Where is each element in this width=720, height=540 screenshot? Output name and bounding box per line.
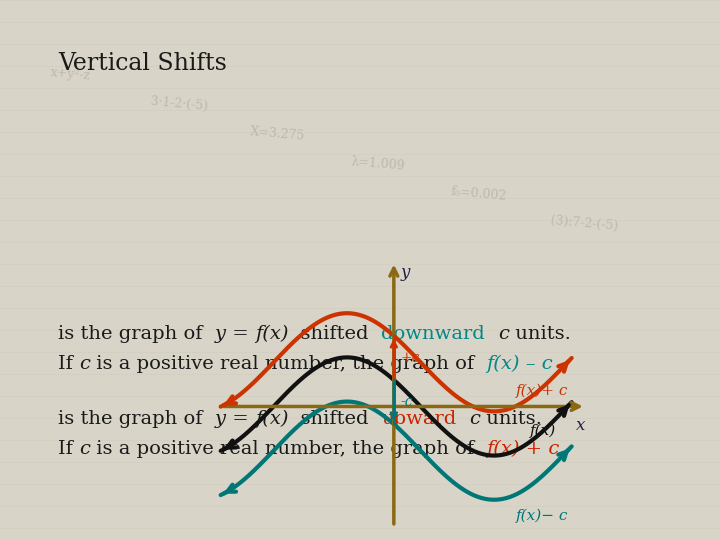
Text: c: c	[79, 440, 90, 458]
Text: X=3.275: X=3.275	[250, 125, 306, 143]
Text: f(x): f(x)	[255, 410, 289, 428]
Text: f(x)+ c: f(x)+ c	[516, 384, 568, 399]
Text: units.: units.	[480, 410, 542, 428]
Text: f(x): f(x)	[530, 424, 556, 438]
Text: 3·1-2·(-5): 3·1-2·(-5)	[150, 95, 209, 113]
Text: c: c	[469, 410, 480, 428]
Text: x: x	[576, 417, 586, 434]
Text: y: y	[215, 410, 226, 428]
Text: Vertical Shifts: Vertical Shifts	[58, 52, 227, 75]
Text: =: =	[226, 325, 255, 343]
Text: f(x): f(x)	[255, 325, 289, 343]
Text: -c: -c	[401, 395, 413, 409]
Text: is a positive real number, the graph of: is a positive real number, the graph of	[90, 355, 487, 373]
Text: c: c	[79, 355, 90, 373]
Text: is the graph of: is the graph of	[58, 325, 215, 343]
Text: λ=1.009: λ=1.009	[350, 156, 405, 173]
Text: downward: downward	[382, 325, 485, 343]
Text: f₀=0.002: f₀=0.002	[450, 185, 507, 203]
Text: f(x) + c: f(x) + c	[487, 440, 560, 458]
Text: is the graph of: is the graph of	[58, 410, 215, 428]
Text: +c: +c	[401, 351, 420, 365]
Text: f(x) – c: f(x) – c	[487, 355, 553, 373]
Text: x+y²-z: x+y²-z	[50, 66, 91, 83]
Text: shifted: shifted	[289, 325, 382, 343]
Text: f(x)− c: f(x)− c	[516, 509, 568, 523]
Text: =: =	[226, 410, 255, 428]
Text: is a positive real number, the graph of: is a positive real number, the graph of	[90, 440, 487, 458]
Text: If: If	[58, 355, 79, 373]
Text: shifted: shifted	[289, 410, 382, 428]
Text: c: c	[498, 325, 508, 343]
Text: (3):7-2-(-5): (3):7-2-(-5)	[550, 214, 618, 233]
Text: y: y	[401, 264, 410, 281]
Text: y: y	[215, 325, 226, 343]
Text: units.: units.	[508, 325, 570, 343]
Text: If: If	[58, 440, 79, 458]
Text: upward: upward	[382, 410, 456, 428]
